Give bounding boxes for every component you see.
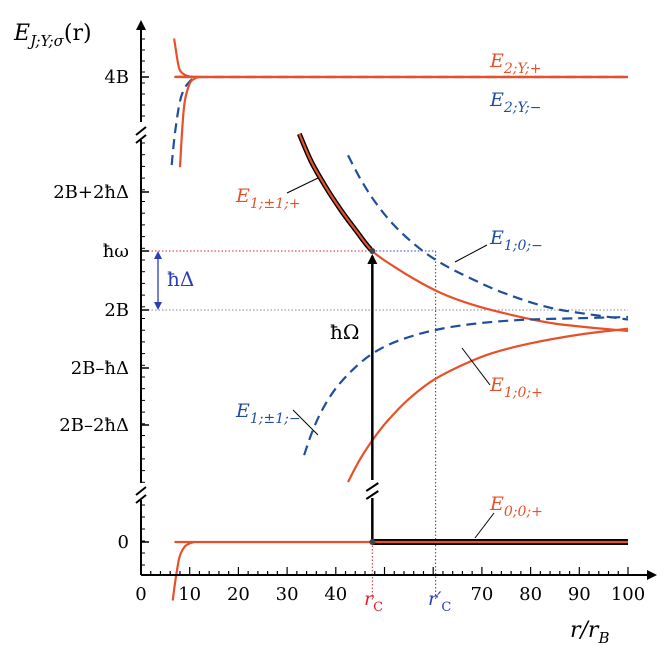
x-tick-label: 70 xyxy=(470,584,493,605)
point-rC-ground xyxy=(369,539,376,545)
label-leader-2 xyxy=(461,347,491,386)
x-tick-label: 0 xyxy=(135,584,146,605)
curve-e--2-y--- xyxy=(170,75,628,166)
curve-e--2-y-----inner- xyxy=(174,75,628,168)
y-tick-label: 2B+2ħΔ xyxy=(53,182,129,203)
y-tick-label: 2B xyxy=(104,300,129,321)
y-tick-label: 0 xyxy=(118,532,129,553)
omega-arrow-break-b xyxy=(365,490,379,500)
y-axis-break-1 xyxy=(135,126,147,136)
y-tick-label: 4B xyxy=(104,67,129,88)
label-hbar-omega-big: ħΩ xyxy=(330,320,359,344)
label-E10plus: E1;0;+ xyxy=(489,374,543,401)
label-leader-3 xyxy=(292,409,319,436)
curve-e--0-0--- xyxy=(171,540,628,601)
curves-group xyxy=(170,38,629,601)
y-tick-label: ħω xyxy=(103,241,129,262)
y-axis-break-2 xyxy=(135,486,147,496)
y-axis-break-2b xyxy=(135,494,147,504)
label-E2Yplus: E2;Y;+ xyxy=(489,50,541,77)
curve-e--1--1--- xyxy=(298,133,629,333)
y-tick-label: 2B–ħΔ xyxy=(71,358,129,379)
x-tick-label: 40 xyxy=(324,584,347,605)
y-axis-title: EJ;Y;σ(r) xyxy=(13,21,92,50)
x-tick-label: 90 xyxy=(568,584,591,605)
label-E2Yminus: E2;Y;− xyxy=(489,89,541,116)
curve-e--1-0--- xyxy=(347,327,629,483)
point-rC-omega xyxy=(369,248,376,254)
x-tick-label: 20 xyxy=(227,584,250,605)
x-tick-label: 100 xyxy=(611,584,645,605)
x-tick-label: 30 xyxy=(276,584,299,605)
label-E1pm1minus: E1;±1;− xyxy=(235,400,301,427)
axes-group: 0 10 20 30 40 70 80 90 100 0 2B–2ħΔ 2B–ħΔ 2B ħω 2B+2ħΔ… xyxy=(53,20,657,605)
label-E1pm1plus: E1;±1;+ xyxy=(235,185,301,212)
x-tick-label: 10 xyxy=(178,584,201,605)
label-rC: rC xyxy=(364,588,383,615)
curve-e--1-0--- xyxy=(347,154,629,321)
x-axis-title: r/rB xyxy=(570,618,609,645)
label-rCprime: r′C xyxy=(428,588,451,615)
y-tick-label: 2B–2ħΔ xyxy=(59,415,129,436)
label-leader-1 xyxy=(454,244,488,263)
x-tick-label: 80 xyxy=(519,584,542,605)
y-axis-break-1b xyxy=(135,134,147,144)
omega-arrow-break xyxy=(365,482,379,492)
label-E00plus: E0;0;+ xyxy=(489,493,543,520)
label-leader-4 xyxy=(474,512,495,539)
label-hbar-delta: ħΔ xyxy=(167,267,194,291)
label-E10minus: E1;0;− xyxy=(489,227,543,254)
label-leader-0 xyxy=(286,177,319,194)
curve-e--2-y--- xyxy=(173,38,628,79)
annotations-group xyxy=(154,177,495,545)
